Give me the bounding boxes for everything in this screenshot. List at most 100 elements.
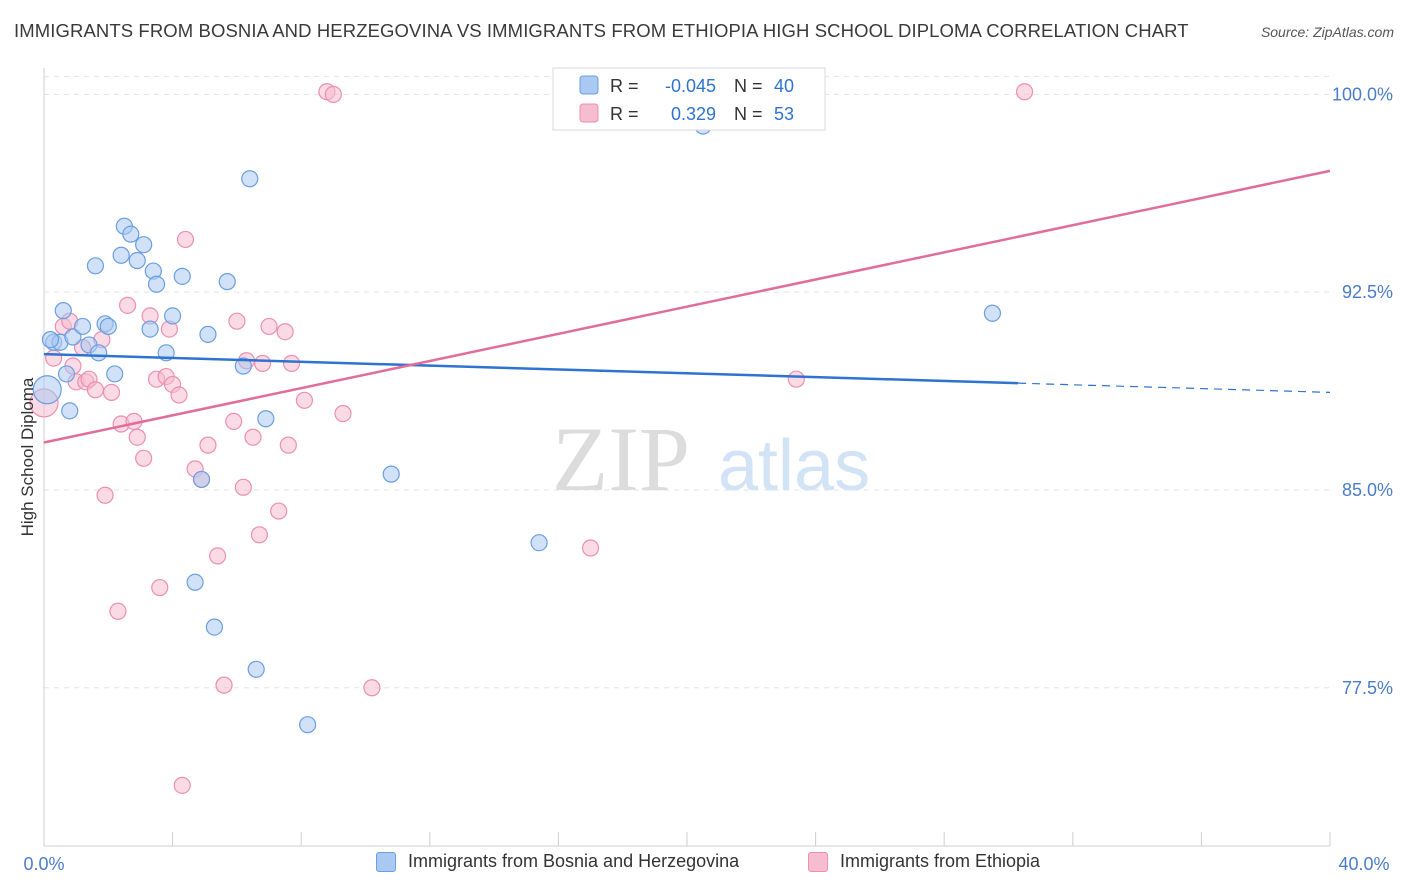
- bosnia-point-29: [218, 273, 236, 291]
- ethiopia-point-31: [209, 547, 227, 565]
- bosnia-point-12: [99, 317, 117, 336]
- bosnia-point-14: [112, 246, 130, 264]
- ethiopia-point-41: [270, 502, 288, 520]
- legend-label-bosnia: Immigrants from Bosnia and Herzegovina: [408, 851, 740, 871]
- ethiopia-point-17: [128, 428, 146, 446]
- legend-top-n-value-1: 40: [774, 76, 794, 96]
- bosnia-point-16: [122, 225, 140, 243]
- ethiopia-point-44: [282, 354, 301, 372]
- ethiopia-point-48: [334, 404, 352, 423]
- ethiopia-point-9: [86, 381, 105, 399]
- ethiopia-point-11: [96, 486, 114, 504]
- y-tick-label-0: 77.5%: [1342, 678, 1393, 698]
- bosnia-point-21: [147, 275, 166, 293]
- trend-lines: [43, 169, 1331, 444]
- legend-top-swatch-blue: [579, 75, 599, 95]
- ethiopia-point-15: [118, 296, 137, 314]
- legend-top-n-label-1: N =: [734, 76, 763, 96]
- trend-line-bosnia: [43, 352, 1019, 385]
- legend-top-n-value-2: 53: [774, 104, 794, 124]
- source-label: Source: ZipAtlas.com: [1260, 24, 1394, 40]
- ethiopia-point-47: [324, 85, 342, 103]
- y-axis-label: High School Diploma: [18, 377, 37, 536]
- ethiopia-point-37: [244, 428, 262, 446]
- bosnia-point-25: [186, 573, 204, 591]
- bosnia-point-31: [241, 170, 259, 188]
- bosnia-point-36: [530, 534, 548, 552]
- x-tick-label-min: 0.0%: [23, 854, 64, 874]
- bosnia-point-4: [57, 365, 76, 383]
- ethiopia-point-26: [173, 776, 191, 794]
- ethiopia-point-33: [225, 412, 243, 430]
- legend-item-ethiopia[interactable]: Immigrants from Ethiopia: [808, 851, 1040, 872]
- ethiopia-point-21: [151, 578, 169, 597]
- legend-swatch-bosnia: [376, 851, 396, 872]
- ethiopia-point-13: [109, 602, 127, 620]
- legend-top-r-value-2: 0.329: [671, 104, 716, 124]
- bosnia-point-6: [64, 328, 82, 346]
- legend-top-swatch-pink: [579, 103, 599, 123]
- trend-line-ethiopia: [43, 169, 1331, 444]
- bosnia-point-18: [135, 236, 153, 254]
- bosnia-point-24: [173, 267, 191, 285]
- chart-title: IMMIGRANTS FROM BOSNIA AND HERZEGOVINA V…: [14, 20, 1189, 41]
- ethiopia-point-43: [279, 436, 297, 454]
- bosnia-point-23: [164, 307, 182, 325]
- legend-top: R = -0.045 N = 40 R = 0.329 N = 53: [552, 67, 826, 131]
- ethiopia-point-49: [363, 679, 381, 697]
- bosnia-point-13: [106, 365, 124, 383]
- watermark: ZIP atlas: [552, 408, 870, 510]
- ethiopia-point-34: [228, 312, 246, 330]
- bosnia-point-3: [54, 302, 72, 320]
- ethiopia-point-27: [176, 230, 195, 249]
- y-tick-label-3: 100.0%: [1332, 84, 1393, 104]
- legend-top-n-label-2: N =: [734, 104, 763, 124]
- ethiopia-point-25: [170, 386, 188, 404]
- grid-lines: [44, 75, 1330, 689]
- bosnia-point-0: [32, 375, 62, 405]
- bosnia-point-5: [61, 402, 79, 420]
- bosnia-point-26: [192, 470, 211, 489]
- legend-label-ethiopia: Immigrants from Ethiopia: [840, 851, 1041, 871]
- legend-top-r-label-2: R =: [610, 104, 639, 124]
- y-axis-tick-labels: 77.5% 85.0% 92.5% 100.0%: [1332, 84, 1393, 697]
- y-tick-label-1: 85.0%: [1342, 480, 1393, 500]
- legend-swatch-ethiopia: [808, 851, 828, 872]
- bosnia-point-34: [299, 716, 317, 734]
- ethiopia-point-18: [135, 449, 153, 467]
- ethiopia-point-42: [276, 323, 294, 341]
- ethiopia-point-52: [1015, 83, 1034, 101]
- ethiopia-point-38: [250, 526, 269, 544]
- legend-top-r-label-1: R =: [610, 76, 639, 96]
- trend-line-bosnia-extension: [1018, 382, 1331, 393]
- bosnia-point-9: [86, 257, 105, 275]
- ethiopia-point-50: [581, 539, 600, 557]
- bosnia-point-28: [205, 618, 223, 636]
- series-ethiopia-points: [29, 83, 1034, 794]
- bosnia-point-27: [199, 325, 217, 343]
- ethiopia-point-45: [295, 391, 314, 409]
- bosnia-point-33: [257, 410, 275, 428]
- bosnia-point-30: [234, 357, 252, 375]
- ethiopia-point-40: [260, 317, 278, 336]
- ethiopia-point-1: [45, 349, 63, 367]
- ethiopia-point-35: [234, 478, 252, 496]
- legend-top-r-value-1: -0.045: [665, 76, 716, 96]
- bosnia-point-19: [141, 320, 159, 338]
- bosnia-point-35: [382, 465, 400, 483]
- x-tick-label-max: 40.0%: [1338, 854, 1389, 874]
- ethiopia-point-32: [215, 676, 233, 694]
- bosnia-point-38: [983, 304, 1002, 322]
- legend-item-bosnia[interactable]: Immigrants from Bosnia and Herzegovina: [376, 851, 739, 872]
- ethiopia-point-51: [787, 370, 805, 388]
- bosnia-point-7: [73, 317, 92, 336]
- ethiopia-point-30: [199, 436, 217, 454]
- legend-bottom: Immigrants from Bosnia and Herzegovina I…: [0, 851, 1406, 879]
- watermark-atlas: atlas: [718, 426, 870, 506]
- bosnia-point-39: [41, 331, 60, 349]
- bosnia-point-10: [90, 344, 108, 362]
- ethiopia-point-12: [102, 383, 121, 401]
- bosnia-point-17: [128, 251, 146, 270]
- y-tick-label-2: 92.5%: [1342, 282, 1393, 302]
- watermark-zip: ZIP: [552, 408, 690, 510]
